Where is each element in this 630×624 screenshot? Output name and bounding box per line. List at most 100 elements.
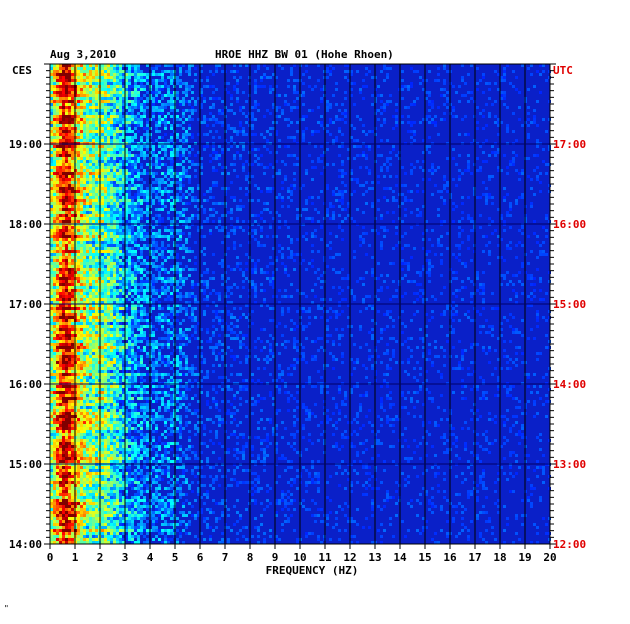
heatmap-cell: [152, 277, 155, 280]
heatmap-cell: [86, 160, 89, 163]
heatmap-cell: [62, 139, 65, 142]
heatmap-cell: [104, 79, 107, 82]
heatmap-cell: [539, 172, 542, 175]
heatmap-cell: [68, 67, 71, 70]
heatmap-cell: [83, 190, 86, 193]
heatmap-cell: [215, 211, 218, 214]
heatmap-cell: [347, 157, 350, 160]
heatmap-cell: [491, 103, 494, 106]
heatmap-cell: [167, 211, 170, 214]
heatmap-cell: [65, 124, 68, 127]
heatmap-cell: [53, 232, 56, 235]
heatmap-cell: [128, 130, 131, 133]
heatmap-cell: [95, 247, 98, 250]
heatmap-cell: [317, 196, 320, 199]
heatmap-cell: [416, 190, 419, 193]
heatmap-cell: [119, 190, 122, 193]
heatmap-cell: [233, 85, 236, 88]
heatmap-cell: [77, 157, 80, 160]
heatmap-cell: [77, 199, 80, 202]
heatmap-cell: [539, 73, 542, 76]
heatmap-cell: [68, 280, 71, 283]
heatmap-cell: [155, 172, 158, 175]
heatmap-cell: [158, 145, 161, 148]
heatmap-cell: [188, 295, 191, 298]
heatmap-cell: [284, 118, 287, 121]
heatmap-cell: [320, 97, 323, 100]
heatmap-cell: [494, 115, 497, 118]
heatmap-cell: [200, 205, 203, 208]
heatmap-cell: [107, 106, 110, 109]
heatmap-cell: [65, 118, 68, 121]
heatmap-cell: [380, 226, 383, 229]
heatmap-cell: [86, 211, 89, 214]
heatmap-cell: [53, 304, 56, 307]
heatmap-cell: [143, 232, 146, 235]
heatmap-cell: [119, 268, 122, 271]
heatmap-cell: [128, 247, 131, 250]
heatmap-cell: [59, 214, 62, 217]
heatmap-cell: [164, 256, 167, 259]
heatmap-cell: [53, 100, 56, 103]
heatmap-cell: [158, 208, 161, 211]
heatmap-cell: [113, 184, 116, 187]
heatmap-cell: [356, 178, 359, 181]
heatmap-cell: [206, 145, 209, 148]
heatmap-cell: [89, 127, 92, 130]
heatmap-cell: [50, 271, 53, 274]
heatmap-cell: [290, 154, 293, 157]
heatmap-cell: [116, 166, 119, 169]
heatmap-cell: [113, 268, 116, 271]
heatmap-cell: [83, 244, 86, 247]
heatmap-cell: [128, 250, 131, 253]
heatmap-cell: [122, 271, 125, 274]
heatmap-cell: [179, 79, 182, 82]
heatmap-cell: [164, 64, 167, 67]
heatmap-cell: [263, 244, 266, 247]
heatmap-cell: [110, 295, 113, 298]
heatmap-cell: [509, 202, 512, 205]
heatmap-cell: [101, 235, 104, 238]
heatmap-cell: [467, 196, 470, 199]
heatmap-cell: [95, 196, 98, 199]
heatmap-cell: [392, 145, 395, 148]
heatmap-cell: [50, 217, 53, 220]
heatmap-cell: [68, 112, 71, 115]
heatmap-cell: [83, 247, 86, 250]
heatmap-cell: [293, 136, 296, 139]
heatmap-cell: [506, 247, 509, 250]
heatmap-cell: [125, 196, 128, 199]
heatmap-cell: [65, 64, 68, 67]
heatmap-cell: [89, 220, 92, 223]
heatmap-cell: [203, 211, 206, 214]
heatmap-cell: [113, 148, 116, 151]
heatmap-cell: [344, 70, 347, 73]
heatmap-cell: [62, 73, 65, 76]
heatmap-cell: [377, 145, 380, 148]
heatmap-cell: [164, 175, 167, 178]
heatmap-cell: [101, 130, 104, 133]
heatmap-cell: [188, 274, 191, 277]
heatmap-cell: [71, 232, 74, 235]
heatmap-cell: [80, 127, 83, 130]
heatmap-cell: [137, 298, 140, 301]
heatmap-cell: [257, 109, 260, 112]
heatmap-cell: [260, 76, 263, 79]
heatmap-cell: [239, 262, 242, 265]
heatmap-cell: [80, 202, 83, 205]
heatmap-cell: [434, 124, 437, 127]
heatmap-cell: [503, 94, 506, 97]
heatmap-cell: [245, 133, 248, 136]
heatmap-cell: [341, 112, 344, 115]
heatmap-cell: [467, 133, 470, 136]
heatmap-cell: [101, 247, 104, 250]
heatmap-cell: [80, 253, 83, 256]
heatmap-cell: [95, 199, 98, 202]
heatmap-cell: [53, 289, 56, 292]
heatmap-cell: [152, 175, 155, 178]
heatmap-cell: [68, 256, 71, 259]
heatmap-cell: [131, 109, 134, 112]
heatmap-cell: [107, 244, 110, 247]
heatmap-cell: [503, 229, 506, 232]
heatmap-cell: [155, 256, 158, 259]
